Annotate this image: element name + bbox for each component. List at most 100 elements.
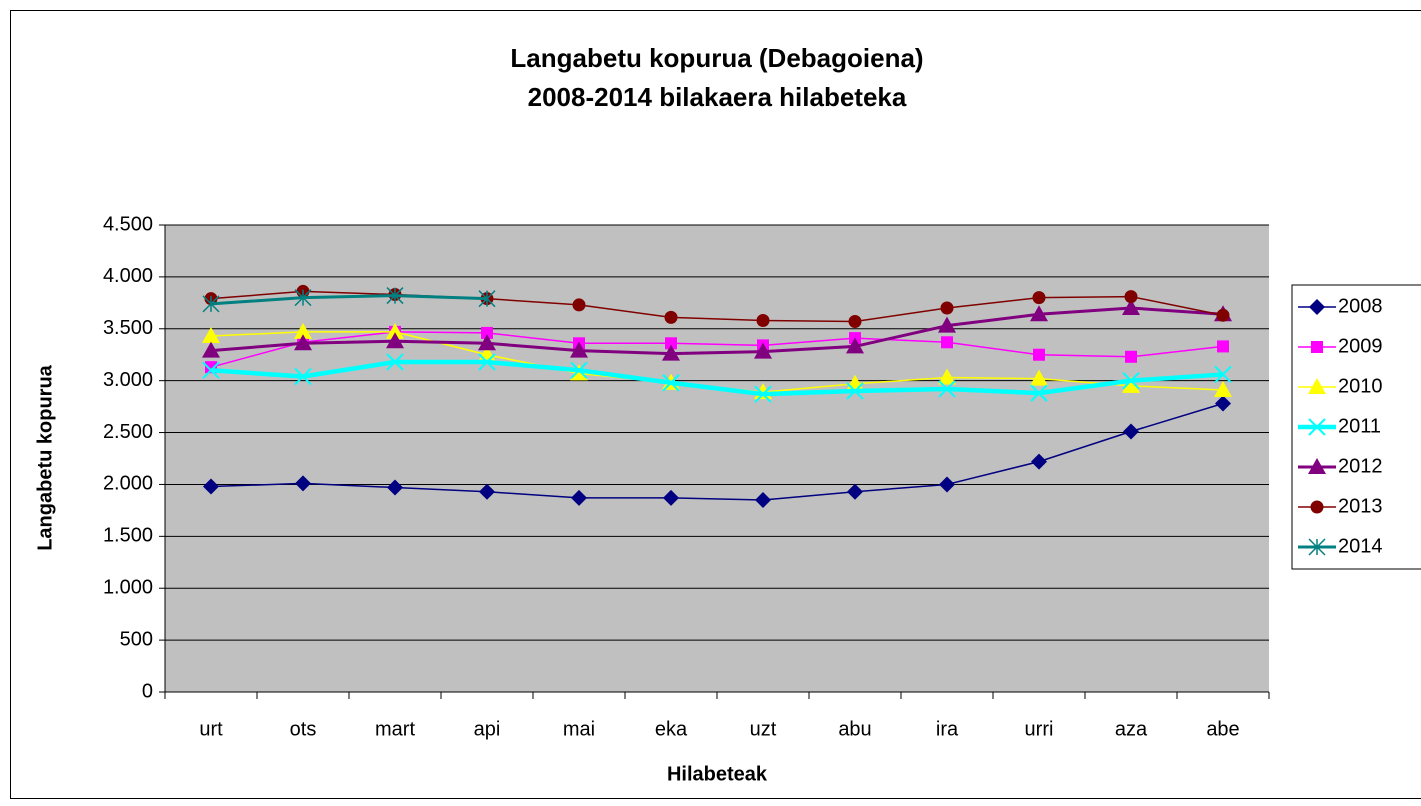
legend-label: 2013 <box>1338 495 1383 517</box>
x-tick-label: urt <box>199 718 223 740</box>
marker-stroke <box>938 380 956 398</box>
chart-title: Langabetu kopurua (Debagoiena) <box>510 43 923 73</box>
marker <box>938 368 956 385</box>
x-tick-label: api <box>474 718 501 740</box>
marker-stroke <box>386 287 404 305</box>
marker <box>847 483 863 500</box>
marker <box>939 476 955 493</box>
y-tick-label: 4.000 <box>103 265 153 287</box>
marker-stroke <box>294 367 312 386</box>
x-tick-label: mai <box>563 718 595 740</box>
marker <box>1030 369 1048 386</box>
marker <box>294 334 312 351</box>
marker <box>570 361 588 379</box>
legend-label: 2011 <box>1338 415 1381 437</box>
y-tick-label: 0 <box>142 680 153 702</box>
legend-label: 2012 <box>1338 455 1383 477</box>
marker <box>1308 458 1326 474</box>
marker <box>1122 371 1140 390</box>
marker <box>938 316 956 333</box>
marker-stroke <box>478 353 496 371</box>
marker <box>294 367 312 386</box>
marker <box>1309 299 1325 315</box>
marker <box>478 353 496 371</box>
plot-area <box>165 225 1269 692</box>
marker-stroke <box>662 374 680 392</box>
marker <box>386 332 404 349</box>
marker-stroke <box>1030 384 1048 402</box>
marker-stroke <box>754 385 772 403</box>
marker <box>663 489 679 506</box>
marker-stroke <box>202 295 220 313</box>
marker <box>571 489 587 506</box>
marker <box>665 337 677 350</box>
marker <box>386 322 404 339</box>
marker-stroke <box>478 290 496 308</box>
marker <box>1122 376 1140 393</box>
marker <box>1031 453 1047 470</box>
y-tick-label: 2.000 <box>103 473 153 495</box>
marker <box>386 353 404 371</box>
series-line <box>210 306 1224 356</box>
marker-stroke <box>846 382 864 400</box>
x-tick-label: eka <box>655 718 688 740</box>
x-tick-label: urri <box>1025 718 1054 740</box>
y-axis-title: Langabetu kopurua <box>34 364 56 550</box>
marker <box>570 341 588 358</box>
marker <box>1215 395 1231 412</box>
y-tick-label: 3.500 <box>103 317 153 339</box>
y-tick-label: 500 <box>120 628 153 650</box>
marker <box>941 336 953 349</box>
marker <box>481 326 493 339</box>
series-line <box>210 402 1224 501</box>
marker <box>1214 381 1232 398</box>
series-line <box>210 294 488 306</box>
marker <box>756 313 770 327</box>
x-axis-title: Hilabeteak <box>667 763 768 785</box>
marker-stroke <box>1214 365 1232 384</box>
marker-stroke <box>386 353 404 371</box>
marker <box>202 327 220 344</box>
marker <box>940 301 954 315</box>
y-tick-label: 3.000 <box>103 369 153 391</box>
marker <box>755 492 771 509</box>
y-tick-label: 1.500 <box>103 525 153 547</box>
marker <box>664 310 678 324</box>
marker <box>1214 365 1232 384</box>
marker <box>1122 299 1140 316</box>
marker-stroke <box>202 361 220 379</box>
series-line <box>210 359 1224 397</box>
marker <box>478 334 496 351</box>
y-tick-label: 4.500 <box>103 213 153 235</box>
marker <box>754 385 772 403</box>
x-tick-label: ira <box>936 718 959 740</box>
marker-stroke <box>570 361 588 379</box>
marker <box>1123 423 1139 440</box>
legend-label: 2008 <box>1338 295 1383 317</box>
marker <box>848 315 862 329</box>
marker <box>1033 348 1045 361</box>
y-tick-label: 2.500 <box>103 421 153 443</box>
marker <box>387 479 403 496</box>
marker <box>294 289 312 307</box>
marker <box>662 374 680 392</box>
marker <box>1217 340 1229 353</box>
legend-label: 2010 <box>1338 375 1383 397</box>
marker <box>202 341 220 358</box>
marker-stroke <box>1308 418 1326 436</box>
marker <box>203 478 219 495</box>
marker <box>479 483 495 500</box>
series-line <box>210 290 1224 323</box>
marker <box>1030 305 1048 322</box>
marker <box>1308 378 1326 394</box>
x-tick-label: ots <box>290 718 317 740</box>
marker-stroke <box>1122 371 1140 390</box>
marker <box>1310 500 1324 514</box>
legend-label: 2014 <box>1338 535 1383 557</box>
marker-stroke <box>294 289 312 307</box>
marker <box>295 475 311 492</box>
marker <box>386 287 404 305</box>
marker <box>202 295 220 313</box>
